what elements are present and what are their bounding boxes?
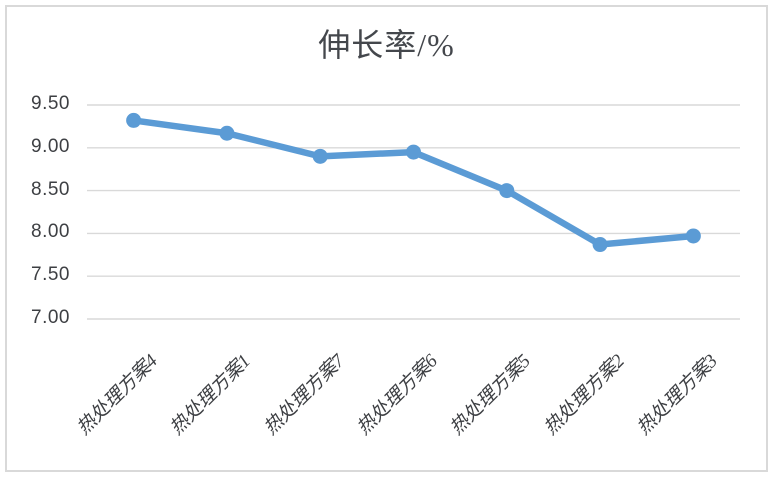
y-axis-tick-label: 7.50 [31, 264, 70, 286]
data-point [219, 125, 235, 141]
data-point [126, 112, 142, 128]
data-point [312, 148, 328, 164]
y-axis-tick-label: 8.00 [31, 221, 70, 243]
data-point [592, 237, 608, 253]
data-point [685, 228, 701, 244]
data-point [499, 183, 515, 199]
data-point [406, 144, 421, 160]
y-axis-tick-label: 7.00 [31, 307, 70, 328]
chart-title: 伸长率/% [318, 27, 455, 63]
y-axis-tick-label: 8.50 [31, 178, 70, 200]
y-axis-tick-label: 9.50 [31, 93, 70, 114]
y-axis-tick-label: 9.00 [31, 135, 70, 157]
series-line [130, 117, 697, 248]
